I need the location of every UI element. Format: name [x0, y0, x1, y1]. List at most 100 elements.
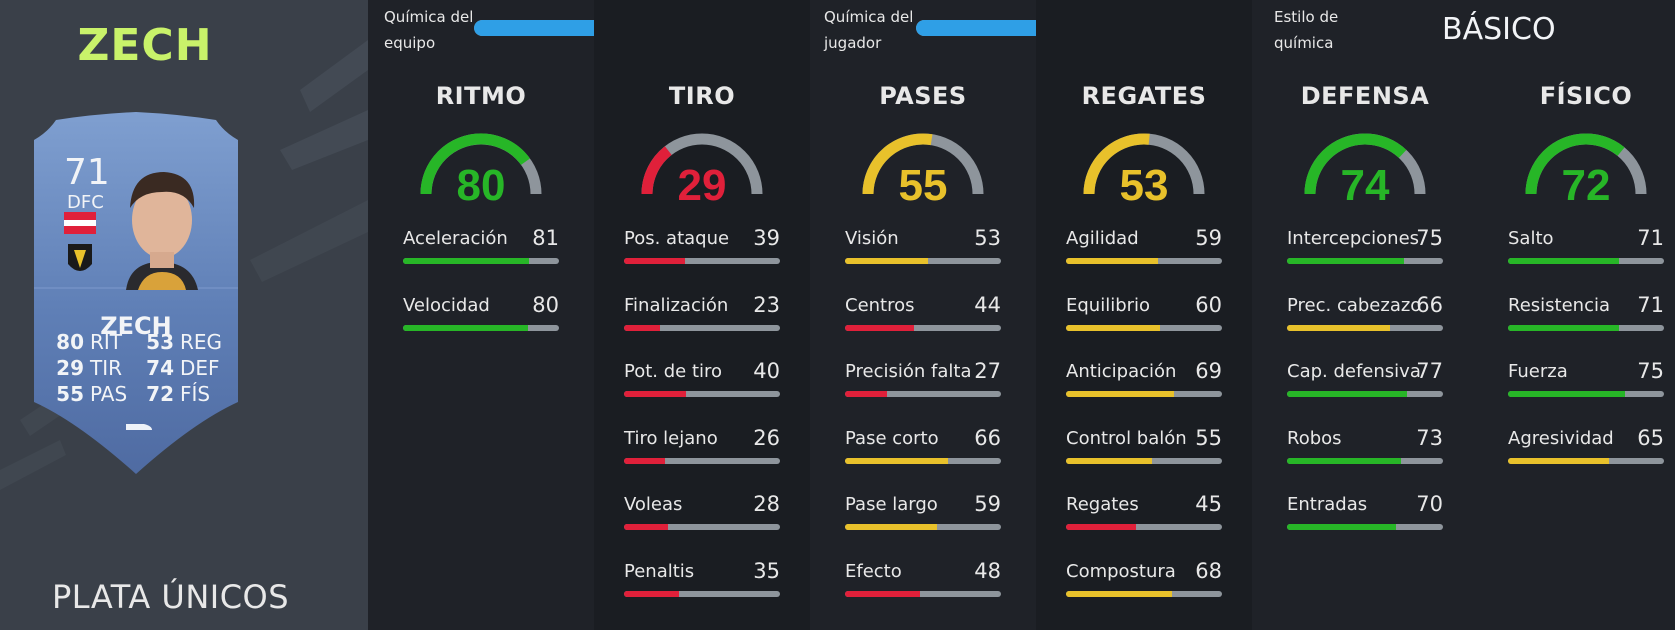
- attribute-bar-fill: [624, 524, 668, 530]
- attribute-name: Anticipación: [1066, 361, 1177, 382]
- attribute-value: 55: [1195, 425, 1222, 450]
- attribute-bar: [1287, 391, 1443, 397]
- attribute-bar: [1287, 524, 1443, 530]
- attribute-bar: [624, 524, 780, 530]
- attribute-bar: [845, 258, 1001, 264]
- team-chemistry-fill: [474, 20, 612, 36]
- attribute-bar: [845, 457, 1001, 464]
- player-portrait: [126, 172, 198, 290]
- gauge-value: 29: [678, 161, 727, 204]
- attribute-bar-fill: [624, 324, 660, 331]
- attribute-bar: [845, 324, 1001, 331]
- attribute-bar: [624, 258, 780, 264]
- category-gauge: 72: [1525, 133, 1647, 204]
- attribute-bar-fill: [845, 391, 888, 397]
- gauge-fill: [1304, 133, 1407, 195]
- attribute-name: Cap. defensiva: [1287, 361, 1421, 382]
- gauge-value: 53: [1120, 161, 1169, 204]
- attribute-bar-fill: [1066, 590, 1173, 597]
- gauge-value: 55: [899, 161, 948, 204]
- attribute-bar: [624, 324, 780, 331]
- attribute-value: 53: [974, 226, 1001, 250]
- attribute-name: Regates: [1066, 494, 1139, 515]
- category-gauge: 74: [1304, 133, 1426, 204]
- attribute-name: Salto: [1508, 228, 1554, 249]
- attribute-value: 45: [1195, 492, 1222, 516]
- attribute-value: 77: [1416, 359, 1443, 383]
- attribute-bar: [1066, 391, 1222, 397]
- attribute-bar-fill: [624, 590, 679, 597]
- card-stat-def: 74 DEF: [146, 356, 220, 380]
- attribute-bar: [1287, 258, 1443, 264]
- card-rarity: PLATA ÚNICOS: [52, 578, 290, 616]
- attribute-value: 65: [1637, 425, 1664, 450]
- club-badge-icon: [68, 244, 92, 271]
- attribute-value: 66: [1416, 292, 1443, 317]
- attribute-value: 81: [532, 226, 559, 250]
- category-title: DEFENSA: [1300, 82, 1430, 110]
- attribute-bar-fill: [1287, 324, 1390, 331]
- attribute-name: Tiro lejano: [624, 427, 718, 449]
- attribute-bar-fill: [1066, 391, 1174, 397]
- card-stat-fis: 72 FÍS: [146, 382, 211, 406]
- attribute-value: 35: [753, 558, 780, 583]
- attribute-name: Prec. cabezazo: [1287, 294, 1422, 316]
- attribute-name: Velocidad: [403, 294, 490, 316]
- attribute-name: Control balón: [1066, 427, 1187, 449]
- attribute-name: Resistencia: [1508, 294, 1610, 316]
- attribute-bar-fill: [403, 258, 530, 264]
- player-card[interactable]: 71 DFC ZECH 80 RIT 53 REG 29 TIR 74 DEF 55 PA…: [34, 112, 238, 474]
- attribute-bar: [1066, 324, 1222, 331]
- card-shape: [34, 112, 238, 474]
- card-position: DFC: [67, 192, 104, 213]
- category-gauge: 55: [862, 133, 984, 204]
- attribute-value: 28: [753, 492, 780, 516]
- attribute-bar-fill: [1287, 524, 1397, 530]
- attribute-bar: [845, 524, 1001, 530]
- attribute-bar: [845, 391, 1001, 397]
- card-stat-tir: 29 TIR: [56, 356, 123, 380]
- attribute-value: 23: [753, 292, 780, 317]
- stat-column-pases: PASES 55 Visión 53 Centros 44 Precisión falta 2…: [815, 0, 1031, 630]
- boot-icon: [126, 424, 152, 430]
- attribute-bar: [403, 258, 559, 264]
- attribute-value: 75: [1637, 359, 1664, 383]
- attribute-bar-fill: [624, 258, 685, 264]
- attribute-value: 75: [1416, 226, 1443, 250]
- team-chemistry-label: Química del equipo: [384, 8, 474, 52]
- attribute-bar: [624, 590, 780, 597]
- category-gauge: 29: [641, 133, 763, 204]
- attribute-bar-fill: [1508, 258, 1619, 264]
- player-panel: ZECH: [0, 0, 368, 630]
- attribute-name: Pase largo: [845, 494, 938, 515]
- category-title: RITMO: [435, 82, 527, 110]
- attribute-name: Pos. ataque: [624, 228, 730, 249]
- attribute-name: Centros: [845, 294, 915, 316]
- attribute-bar-fill: [1066, 324, 1160, 331]
- attribute-name: Penaltis: [624, 560, 695, 582]
- attribute-bar-fill: [403, 324, 528, 331]
- attribute-value: 69: [1195, 359, 1222, 383]
- chemistry-style-label: Estilo de química: [1274, 8, 1339, 52]
- attribute-name: Entradas: [1287, 494, 1368, 515]
- attribute-name: Efecto: [845, 560, 902, 582]
- attribute-name: Compostura: [1066, 560, 1176, 582]
- chemistry-style-value[interactable]: BÁSICO: [1442, 12, 1556, 47]
- attribute-name: Pase corto: [845, 427, 939, 449]
- attribute-bar: [624, 391, 780, 397]
- category-title: TIRO: [668, 82, 736, 110]
- category-gauge: 53: [1083, 133, 1205, 204]
- attribute-name: Visión: [845, 228, 899, 249]
- attribute-name: Fuerza: [1508, 361, 1568, 382]
- attribute-name: Equilibrio: [1066, 294, 1151, 316]
- gauge-value: 72: [1562, 161, 1611, 204]
- gauge-fill: [641, 146, 672, 195]
- attribute-bar-fill: [624, 391, 687, 397]
- attribute-value: 73: [1416, 425, 1443, 450]
- attribute-name: Pot. de tiro: [624, 361, 723, 382]
- attribute-bar: [1066, 590, 1222, 597]
- stat-column-tiro: TIRO 29 Pos. ataque 39 Finalización 23 Pot. de…: [594, 0, 810, 630]
- gauge-value: 80: [457, 161, 506, 204]
- attribute-bar-fill: [1508, 324, 1619, 331]
- attribute-bar-fill: [624, 457, 665, 464]
